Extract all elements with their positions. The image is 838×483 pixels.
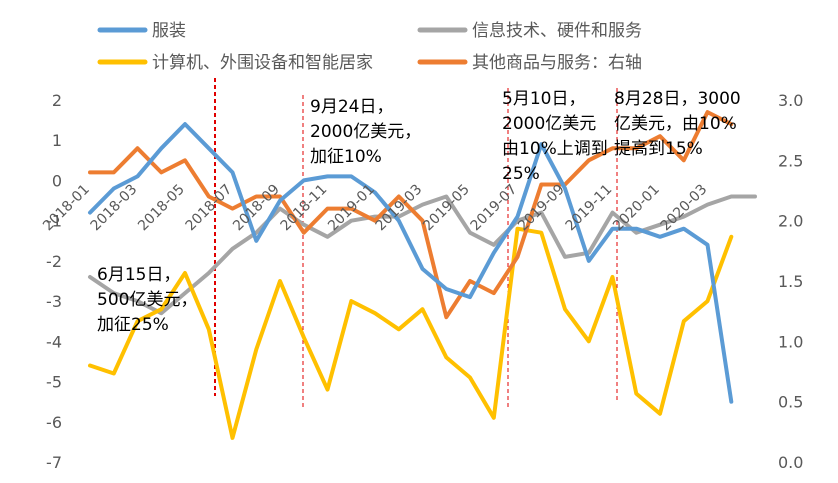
legend-label: 计算机、外围设备和智能居家 <box>152 53 373 73</box>
left-tick-label: -5 <box>46 373 62 392</box>
legend-label: 其他商品与服务：右轴 <box>472 53 642 73</box>
series-line <box>88 122 734 404</box>
left-tick-label: -6 <box>46 413 62 432</box>
right-tick-label: 0.0 <box>778 453 803 472</box>
series-line <box>88 110 734 320</box>
event-markers <box>214 78 618 410</box>
annotation-text: 8月28日，3000 亿美元，由10% 提高到15% <box>614 89 741 159</box>
annotation-line: 2000亿美元， <box>310 122 421 142</box>
legend-label: 服装 <box>152 21 186 41</box>
annotation-line: 5月10日， <box>502 89 585 109</box>
annotation-text: 5月10日， 2000亿美元由10%上调到 25% <box>502 89 608 184</box>
annotation-line: 由10%上调到 <box>502 139 608 159</box>
x-axis-ticks: 2018-012018-032018-052018-072018-092018-… <box>40 182 710 235</box>
annotation-line: 2000亿美元 <box>502 114 596 134</box>
right-tick-label: 0.5 <box>778 393 803 412</box>
right-tick-label: 1.5 <box>778 272 803 291</box>
annotation-text: 6月15日， 500亿美元， 加征25% <box>97 265 197 335</box>
annotation-line: 500亿美元， <box>97 290 197 310</box>
right-tick-label: 3.0 <box>778 91 803 110</box>
annotation-line: 9月24日， <box>310 97 393 117</box>
left-tick-label: -3 <box>46 292 62 311</box>
left-tick-label: -2 <box>46 252 62 271</box>
left-tick-label: -7 <box>46 453 62 472</box>
annotations: 6月15日， 500亿美元， 加征25% 9月24日， 2000亿美元， 加征10% 5月1… <box>97 89 741 335</box>
right-tick-label: 2.5 <box>778 151 803 170</box>
left-axis-ticks: 2 1 0 -1 -2 -3 -4 -5 -6 -7 <box>46 91 62 472</box>
left-tick-label: 0 <box>52 171 62 190</box>
annotation-text: 9月24日， 2000亿美元， 加征10% <box>310 97 421 167</box>
right-tick-label: 2.0 <box>778 212 803 231</box>
left-tick-label: -4 <box>46 332 62 351</box>
x-tick-label: 2018-05 <box>135 182 188 235</box>
annotation-line: 亿美元，由10% <box>614 114 737 134</box>
right-axis-ticks: 3.0 2.5 2.0 1.5 1.0 0.5 0.0 <box>778 91 803 472</box>
annotation-line: 8月28日，3000 <box>614 89 741 109</box>
annotation-line: 6月15日， <box>97 265 180 285</box>
series-line <box>88 226 734 440</box>
left-tick-label: 2 <box>52 91 62 110</box>
annotation-line: 加征25% <box>97 315 169 335</box>
x-tick-label: 2018-01 <box>40 182 93 235</box>
annotation-line: 加征10% <box>310 147 382 167</box>
series-lines <box>88 110 757 440</box>
annotation-line: 25% <box>502 164 540 184</box>
left-tick-label: 1 <box>52 131 62 150</box>
right-tick-label: 1.0 <box>778 332 803 351</box>
left-tick-label: -1 <box>46 212 62 231</box>
legend-label: 信息技术、硬件和服务 <box>472 21 642 41</box>
annotation-line: 提高到15% <box>614 139 703 159</box>
